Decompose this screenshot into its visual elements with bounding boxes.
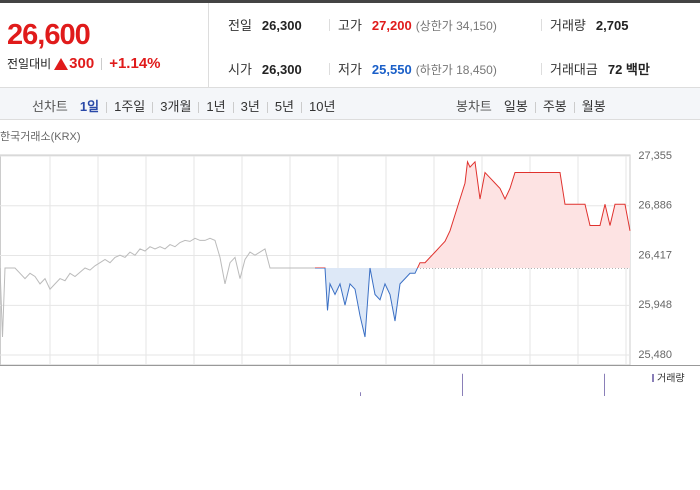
current-price: 26,600 — [7, 19, 91, 51]
period-tab[interactable]: 1주일 — [114, 99, 146, 114]
period-tab[interactable]: 3년 — [240, 99, 260, 114]
separator — [534, 102, 536, 114]
stat: 전일 26,300 — [228, 15, 302, 34]
stat-note: (상한가 34,150) — [415, 19, 497, 33]
area — [315, 161, 630, 337]
separator — [301, 102, 303, 114]
separator — [266, 102, 268, 114]
stat-value: 26,300 — [261, 62, 302, 77]
tab-group-label: 선차트 — [32, 99, 68, 114]
source-label: 한국거래소(KRX) — [0, 130, 81, 143]
stat-label: 시가 — [228, 62, 252, 77]
separator — [573, 102, 575, 114]
separator — [329, 19, 330, 31]
candle-tab[interactable]: 주봉 — [542, 99, 567, 114]
y-tick-label: 26,417 — [638, 249, 672, 261]
change-amount: 300 — [69, 55, 95, 72]
separator — [106, 102, 108, 114]
stat-label: 전일 — [228, 18, 252, 33]
stat-note: (하한가 18,450) — [415, 63, 497, 77]
stat: 고가 27,200 (상한가 34,150) — [338, 15, 497, 34]
period-tab[interactable]: 5년 — [274, 99, 295, 114]
change-rate: +1.14% — [109, 55, 161, 72]
candle-tab[interactable]: 일봉 — [503, 99, 528, 114]
separator — [541, 63, 542, 75]
up-arrow — [54, 57, 69, 70]
period-tab[interactable]: 1일 — [79, 99, 100, 114]
separator — [329, 63, 330, 75]
separator — [101, 57, 103, 70]
y-tick-label: 25,948 — [638, 299, 672, 311]
change-label: 전일대비 — [7, 57, 52, 71]
stat-label: 거래량 — [550, 18, 586, 33]
quote-summary: 26,600 전일대비 300 +1.14% 전일 26,300 고가 27,200(… — [0, 0, 700, 88]
stat-value: 72 백만 — [607, 62, 650, 77]
y-tick-label: 27,355 — [638, 150, 672, 162]
legend-label: 거래량 — [657, 373, 685, 385]
stat-label: 저가 — [338, 62, 362, 77]
stat-value: 26,300 — [261, 18, 302, 33]
stat-value: 25,550 — [371, 62, 412, 77]
stat: 거래대금 72 백만 — [550, 59, 650, 78]
period-tab[interactable]: 1년 — [206, 99, 226, 114]
stat-value: 27,200 — [371, 18, 412, 33]
period-tabs: 선차트 1일 1주일 3개월 1년 3년 5년 10년 — [32, 96, 335, 115]
separator — [232, 102, 234, 114]
stat: 시가 26,300 — [228, 59, 302, 78]
stat-label: 거래대금 — [550, 62, 598, 77]
separator — [152, 102, 154, 114]
candle-tabs: 봉차트 일봉 주봉 월봉 — [456, 96, 606, 115]
stat-value: 2,705 — [595, 18, 629, 33]
legend-swatch — [652, 374, 654, 382]
tab-group-label: 봉차트 — [456, 99, 492, 114]
change-row: 전일대비 300 +1.14% — [7, 55, 161, 72]
separator — [541, 19, 542, 31]
chart-tabs: 선차트 1일 1주일 3개월 1년 3년 5년 10년 봉차트 일봉 주봉 월봉 — [0, 88, 700, 120]
y-tick-label: 25,480 — [638, 349, 672, 361]
stat-label: 고가 — [338, 18, 362, 33]
period-tab[interactable]: 3개월 — [160, 99, 192, 114]
candle-tab[interactable]: 월봉 — [581, 99, 606, 114]
y-tick-label: 26,886 — [638, 200, 672, 212]
price-line — [315, 160, 631, 338]
price-line — [0, 237, 315, 338]
chart: 한국거래소(KRX) 27,355 26,886 26,417 25,948 25,48… — [0, 130, 700, 396]
price-panel: 26,600 전일대비 300 +1.14% — [0, 3, 209, 88]
period-tab[interactable]: 10년 — [309, 99, 336, 114]
stat: 거래량 2,705 — [550, 15, 628, 34]
stat: 저가 25,550 (하한가 18,450) — [338, 59, 497, 78]
separator — [198, 102, 200, 114]
